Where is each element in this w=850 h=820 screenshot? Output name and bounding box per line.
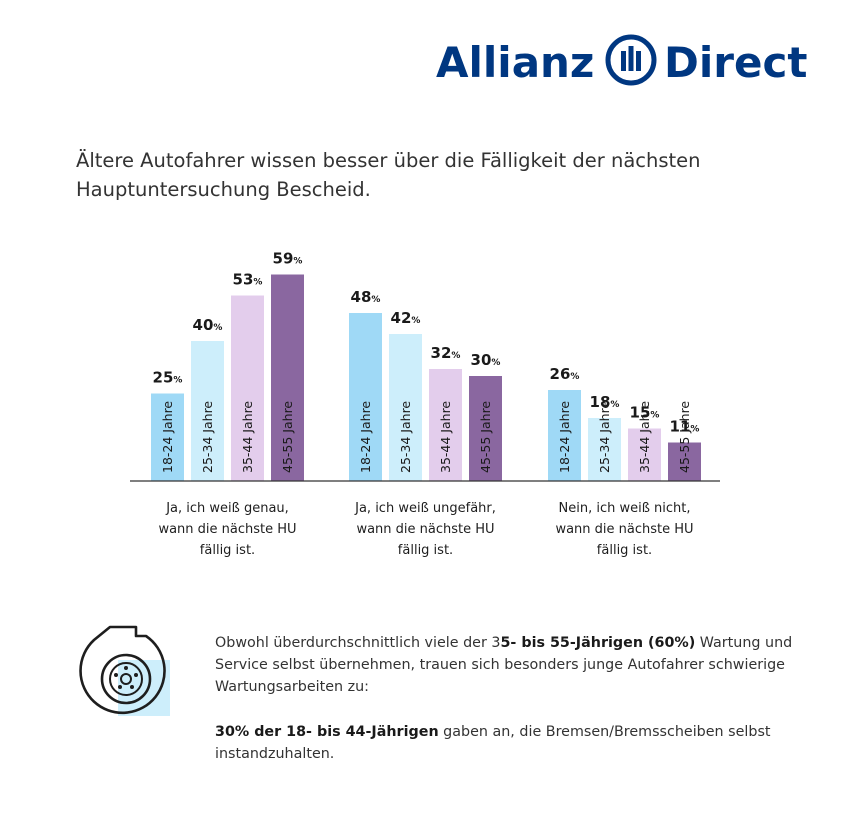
note-1-text-c: Wartung und Service selbst übernehmen, t… [215, 635, 793, 695]
bar-3-4 [668, 442, 701, 481]
value-label-2-4: 30% [471, 351, 501, 369]
value-label-1-3: 53% [233, 271, 263, 289]
bar-3-2 [588, 418, 621, 481]
value-label-2-3: 32% [431, 344, 461, 362]
bar-chart: 25% 18-24 Jahre 40% 25-34 Jahre 53% 35-44 Jah… [130, 250, 720, 558]
series-label-3-4: 45-55 Jahre [677, 401, 692, 473]
series-label-1-3: 35-44 Jahre [240, 401, 255, 473]
value-label-2-2: 42% [391, 309, 421, 327]
value-label-1-4: 59% [273, 250, 303, 268]
series-label-1-4: 45-55 Jahre [280, 401, 295, 473]
value-label-1-2: 40% [193, 316, 223, 334]
note-1-text-a: Obwohl überdurchschnittlich viele der 3 [215, 635, 501, 651]
category-label-3: Nein, ich weiß nicht, wann die nächste HU… [555, 501, 693, 558]
bar-2-1 [349, 313, 382, 481]
bar-1-2 [191, 341, 224, 481]
bar-3-3 [628, 428, 661, 481]
value-label-2-1: 48% [351, 288, 381, 306]
bar-1-4 [271, 274, 304, 481]
value-label-3-4: 11% [670, 418, 700, 436]
category-label-1: Ja, ich weiß genau, wann die nächste HU fä… [158, 501, 296, 558]
allianz-eagle-icon [605, 34, 657, 86]
value-label-3-1: 26% [550, 365, 580, 383]
note-2-highlight: 30% der 18- bis 44-Jährigen [215, 724, 439, 740]
brand-name-left: Allianz [436, 38, 594, 87]
note-2-text-b: gaben an, die Bremsen/Bremsscheiben selb… [215, 724, 771, 762]
series-label-2-3: 35-44 Jahre [438, 401, 453, 473]
bar-2-4 [469, 376, 502, 481]
note-1-highlight: 5- bis 55-Jährigen (60%) [500, 635, 696, 651]
value-label-3-3: 15% [630, 404, 660, 422]
note-paragraph-2: 30% der 18- bis 44-Jährigen gaben an, di… [215, 721, 795, 765]
bar-3-1 [548, 390, 581, 481]
brand-name-right: Direct [664, 38, 807, 87]
value-label-1-1: 25% [153, 369, 183, 387]
note-paragraph-1: Obwohl überdurchschnittlich viele der 35… [215, 632, 795, 698]
series-label-3-2: 25-34 Jahre [597, 401, 612, 473]
series-label-2-2: 25-34 Jahre [398, 401, 413, 473]
brake-disc-icon [79, 625, 170, 716]
series-label-3-3: 35-44 Jahre [637, 401, 652, 473]
allianz-direct-logo: Allianz Direct [436, 34, 807, 87]
series-label-1-2: 25-34 Jahre [200, 401, 215, 473]
series-label-2-4: 45-55 Jahre [478, 401, 493, 473]
chart-headline: Ältere Autofahrer wissen besser über die… [76, 149, 701, 201]
bar-1-1 [151, 393, 184, 481]
bar-2-3 [429, 369, 462, 481]
series-label-1-1: 18-24 Jahre [160, 401, 175, 473]
bar-2-2 [389, 334, 422, 481]
series-label-2-1: 18-24 Jahre [358, 401, 373, 473]
value-label-3-2: 18% [590, 393, 620, 411]
bar-1-3 [231, 295, 264, 481]
category-label-2: Ja, ich weiß ungefähr, wann die nächste H… [354, 501, 496, 558]
series-label-3-1: 18-24 Jahre [557, 401, 572, 473]
